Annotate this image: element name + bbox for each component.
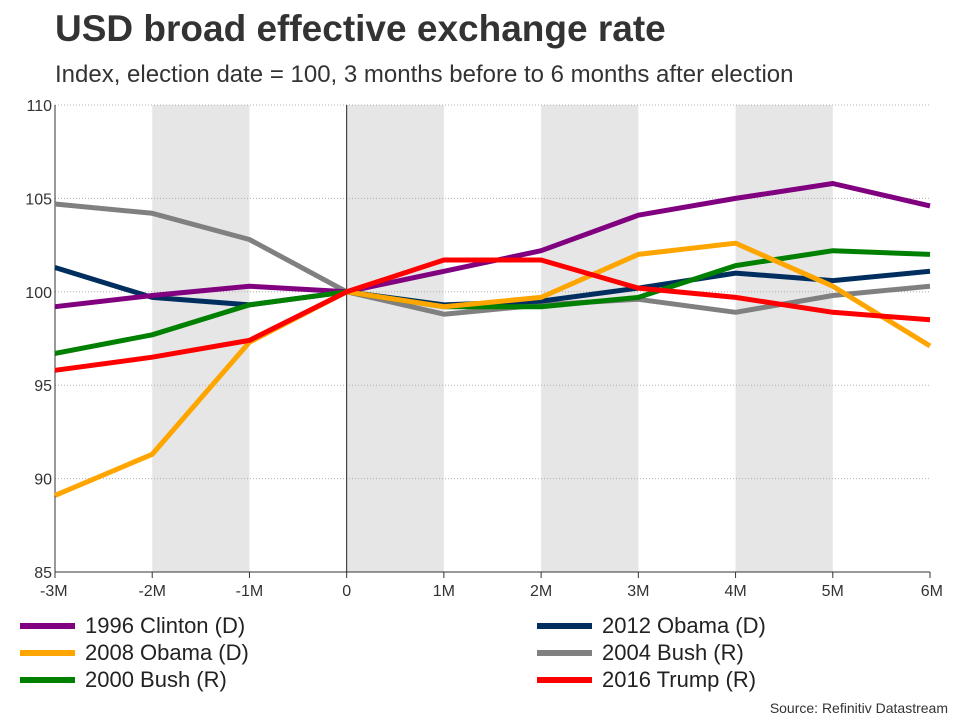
- legend-label: 2012 Obama (D): [602, 613, 766, 638]
- shaded-band: [152, 105, 250, 572]
- series-line-2008-obama-d: [54, 240, 932, 498]
- x-tick-label: 1M: [433, 583, 455, 600]
- y-tick-label: 100: [25, 285, 52, 302]
- legend-swatch: [20, 677, 75, 683]
- y-tick-label: 105: [25, 191, 52, 208]
- x-tick-label: 3M: [627, 583, 649, 600]
- x-tick-label: 5M: [822, 583, 844, 600]
- x-tick-label: -3M: [40, 583, 68, 600]
- shaded-band: [346, 105, 444, 572]
- shaded-band: [735, 105, 833, 572]
- y-tick-label: 95: [34, 378, 52, 395]
- legend-label: 2016 Trump (R): [602, 667, 757, 692]
- shaded-band: [541, 105, 639, 572]
- legend-swatch: [537, 623, 592, 629]
- chart-subtitle: Index, election date = 100, 3 months bef…: [55, 61, 794, 88]
- x-tick-label: 0: [342, 583, 351, 600]
- y-tick-label: 110: [26, 98, 52, 115]
- series-line-2000-bush-r: [54, 248, 931, 356]
- legend-item: 2000 Bush (R): [20, 667, 227, 693]
- x-tick-label: -2M: [138, 583, 166, 600]
- x-tick-label: 6M: [921, 583, 943, 600]
- x-tick-label: 2M: [530, 583, 552, 600]
- y-tick-label: 85: [34, 565, 52, 582]
- legend-label: 2004 Bush (R): [602, 640, 744, 665]
- legend-label: 1996 Clinton (D): [85, 613, 246, 638]
- legend-item: 2012 Obama (D): [537, 613, 766, 639]
- series-line-2016-trump-r: [54, 257, 931, 373]
- legend-label: 2008 Obama (D): [85, 640, 249, 665]
- legend-item: 1996 Clinton (D): [20, 613, 245, 639]
- legend-swatch: [20, 623, 75, 629]
- chart-title: USD broad effective exchange rate: [55, 8, 666, 49]
- legend-item: 2008 Obama (D): [20, 640, 249, 666]
- x-tick-label: -1M: [236, 583, 264, 600]
- legend-item: 2016 Trump (R): [537, 667, 756, 693]
- legend-swatch: [20, 650, 75, 656]
- legend-swatch: [537, 677, 592, 683]
- y-tick-label: 90: [34, 472, 52, 489]
- legend-swatch: [537, 650, 592, 656]
- x-tick-label: 4M: [724, 583, 746, 600]
- legend-label: 2000 Bush (R): [85, 667, 227, 692]
- legend-item: 2004 Bush (R): [537, 640, 744, 666]
- source-note: Source: Refinitiv Datastream: [769, 700, 948, 716]
